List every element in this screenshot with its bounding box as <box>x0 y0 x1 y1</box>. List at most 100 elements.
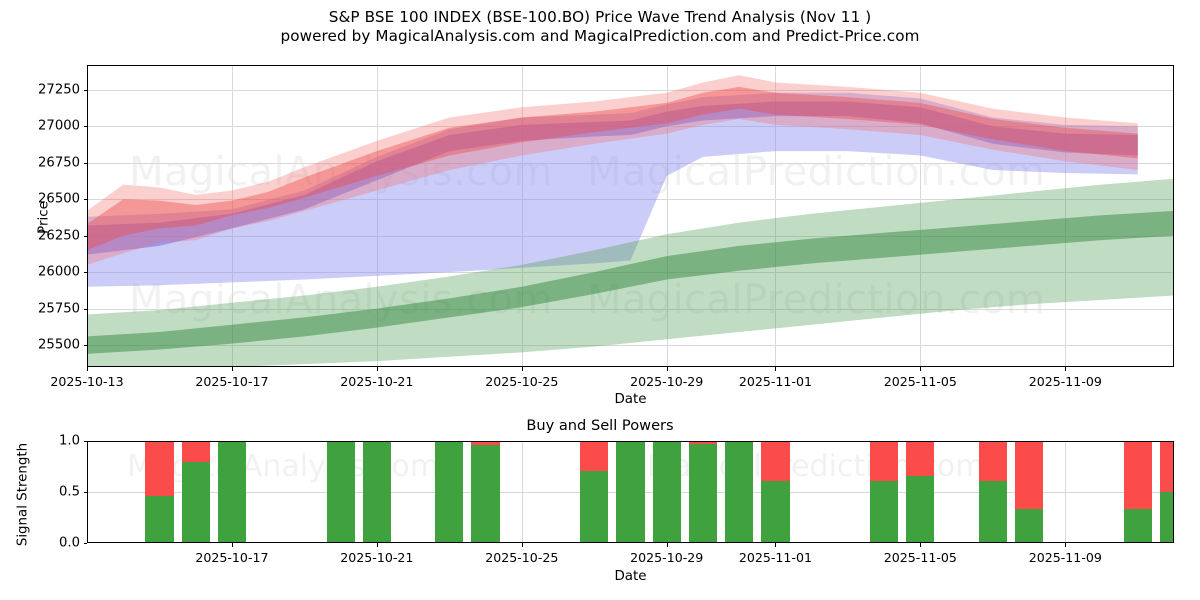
signal-bar-sell-segment <box>870 441 899 481</box>
signal-x-tick <box>521 543 523 547</box>
signal-y-tick-label: 0.5 <box>59 484 80 500</box>
price-plot-area: MagicalAnalysis.com MagicalPrediction.com… <box>87 65 1174 367</box>
signal-bar[interactable] <box>580 441 609 543</box>
price-y-tick-label: 27000 <box>38 118 80 134</box>
signal-bar[interactable] <box>145 441 174 543</box>
price-x-tick-label: 2025-10-29 <box>630 374 704 389</box>
signal-bar[interactable] <box>725 441 754 543</box>
price-y-tick-label: 25750 <box>38 301 80 317</box>
signal-y-tick <box>83 441 87 442</box>
signal-bar[interactable] <box>1014 441 1044 543</box>
signal-bar[interactable] <box>362 441 391 543</box>
signal-x-tick <box>1065 543 1067 547</box>
price-x-tick-label: 2025-11-01 <box>738 374 813 389</box>
signal-bar[interactable] <box>761 441 790 543</box>
signal-bar-sell-segment <box>688 441 718 445</box>
signal-chart-title: Buy and Sell Powers <box>526 417 674 434</box>
signal-bar-sell-segment <box>580 441 609 471</box>
price-y-tick <box>83 272 87 274</box>
signal-bar-buy-segment <box>362 441 391 543</box>
signal-bar-buy-segment <box>870 480 899 543</box>
signal-x-tick-label: 2025-10-21 <box>340 550 414 565</box>
price-x-tick-label: 2025-10-25 <box>485 374 559 389</box>
signal-bar[interactable] <box>217 441 247 543</box>
signal-bar[interactable] <box>1159 441 1174 543</box>
signal-bar[interactable] <box>906 441 935 543</box>
signal-x-tick-label: 2025-11-01 <box>738 550 813 565</box>
price-x-axis-title: Date <box>614 392 647 407</box>
price-x-tick-label: 2025-11-09 <box>1028 374 1102 389</box>
page-title: S&P BSE 100 INDEX (BSE-100.BO) Price Wav… <box>0 8 1200 45</box>
price-gridline-h <box>87 162 1174 164</box>
price-gridline-v <box>376 65 378 367</box>
signal-bar-buy-segment <box>471 445 500 543</box>
price-gridline-v <box>920 65 922 367</box>
price-gridline-h <box>87 308 1174 310</box>
signal-y-tick-label: 0.0 <box>59 535 80 551</box>
signal-bar-buy-segment <box>1014 509 1044 543</box>
signal-x-tick <box>666 543 668 547</box>
signal-bar-buy-segment <box>1159 492 1174 543</box>
price-band-blue-outer <box>87 92 1138 287</box>
signal-x-axis-title: Date <box>614 569 647 584</box>
signal-bar-sell-segment <box>181 441 210 463</box>
price-x-tick <box>775 367 777 371</box>
price-x-tick-label: 2025-10-17 <box>195 374 269 389</box>
signal-x-tick <box>376 543 378 547</box>
price-x-tick <box>1065 367 1067 371</box>
price-y-tick-label: 26250 <box>38 228 80 244</box>
price-gridline-v <box>775 65 777 367</box>
price-band-red-inner <box>87 86 1138 251</box>
signal-bar-sell-segment <box>1123 441 1152 510</box>
price-x-tick <box>666 367 668 371</box>
signal-bar[interactable] <box>688 441 718 543</box>
title-line-1: S&P BSE 100 INDEX (BSE-100.BO) Price Wav… <box>328 8 872 26</box>
signal-bar[interactable] <box>652 441 681 543</box>
signal-bar[interactable] <box>181 441 210 543</box>
signal-bar-sell-segment <box>471 441 500 446</box>
price-y-tick <box>83 235 87 237</box>
signal-gridline-v <box>521 441 523 543</box>
price-y-tick <box>83 126 87 128</box>
price-gridline-v <box>521 65 523 367</box>
price-x-tick-label: 2025-11-05 <box>883 374 957 389</box>
signal-bar-sell-segment <box>978 441 1007 481</box>
signal-x-tick-label: 2025-11-05 <box>883 550 957 565</box>
price-y-tick-label: 26500 <box>38 191 80 207</box>
price-chart-panel: MagicalAnalysis.com MagicalPrediction.com… <box>38 65 1174 389</box>
price-x-tick-label: 2025-10-21 <box>340 374 414 389</box>
signal-bar-sell-segment <box>761 441 790 481</box>
signal-bar-buy-segment <box>435 441 464 543</box>
signal-bar-buy-segment <box>580 470 609 543</box>
signal-gridline-v <box>1065 441 1067 543</box>
signal-bar-sell-segment <box>1159 441 1174 492</box>
signal-bar[interactable] <box>435 441 464 543</box>
price-gridline-h <box>87 199 1174 201</box>
price-x-tick-label: 2025-10-13 <box>50 374 124 389</box>
signal-bar[interactable] <box>471 441 500 543</box>
price-y-tick <box>83 345 87 347</box>
signal-x-tick-label: 2025-10-17 <box>195 550 269 565</box>
signal-bar[interactable] <box>326 441 355 543</box>
signal-bar[interactable] <box>1123 441 1152 543</box>
signal-bar[interactable] <box>978 441 1007 543</box>
signal-x-tick-label: 2025-10-29 <box>630 550 704 565</box>
signal-bar[interactable] <box>870 441 899 543</box>
signal-bar-buy-segment <box>1123 509 1152 543</box>
price-x-tick <box>376 367 378 371</box>
signal-y-tick <box>83 543 87 544</box>
price-gridline-v <box>666 65 668 367</box>
price-gridline-h <box>87 345 1174 347</box>
price-y-tick <box>83 308 87 310</box>
signal-bar-buy-segment <box>326 441 355 543</box>
price-gridline-h <box>87 235 1174 237</box>
title-line-2: powered by MagicalAnalysis.com and Magic… <box>280 26 920 45</box>
signal-bar-sell-segment <box>1014 441 1044 510</box>
price-y-tick <box>83 162 87 164</box>
signal-bar-buy-segment <box>616 441 645 543</box>
signal-bar-buy-segment <box>181 462 210 543</box>
signal-x-tick <box>775 543 777 547</box>
signal-bar[interactable] <box>616 441 645 543</box>
price-y-tick-label: 25500 <box>38 337 80 353</box>
